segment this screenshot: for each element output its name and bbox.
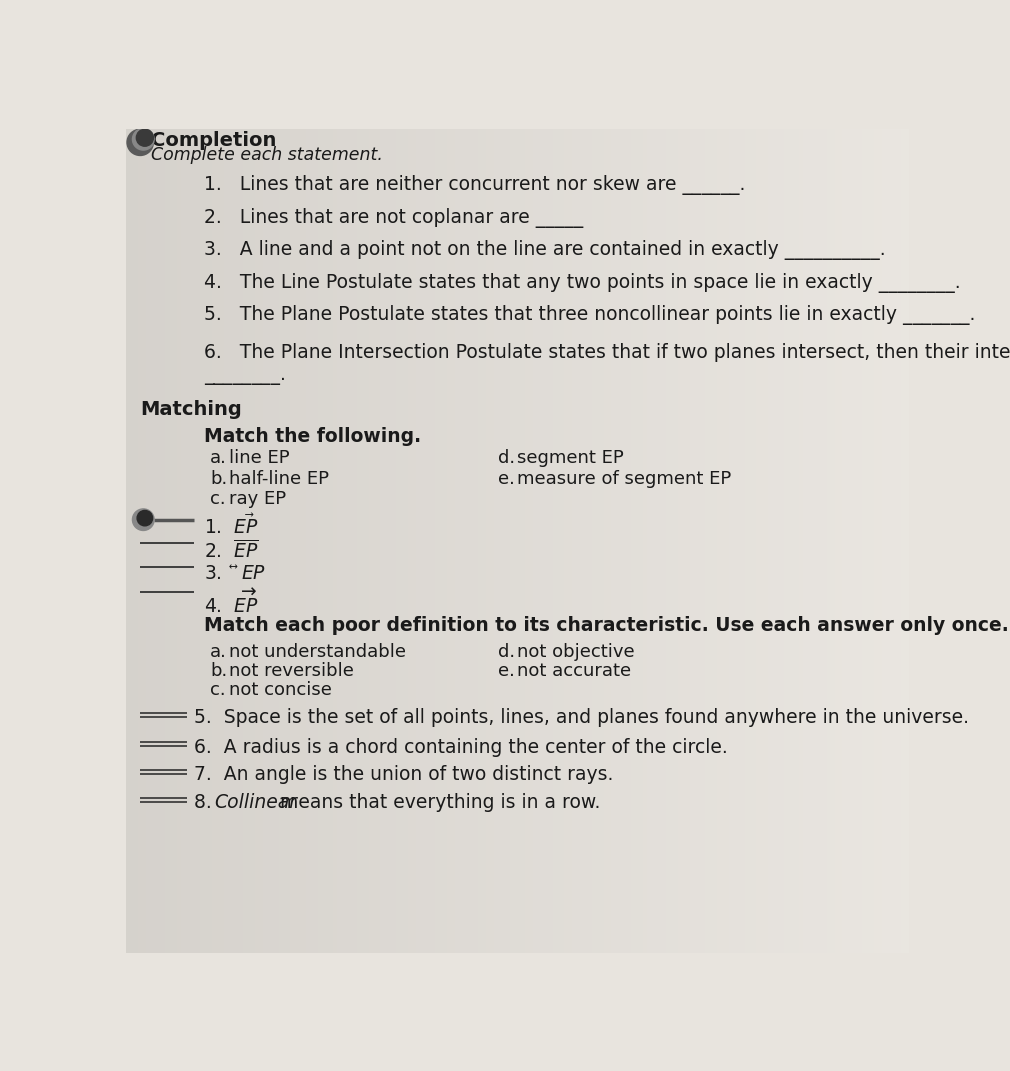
Text: d.: d. [498,643,515,661]
Text: not concise: not concise [228,681,331,699]
Text: e.: e. [498,662,515,680]
Circle shape [132,129,155,150]
Text: half-line EP: half-line EP [228,469,328,487]
Text: e.: e. [498,469,515,487]
Text: 7.  An angle is the union of two distinct rays.: 7. An angle is the union of two distinct… [195,766,614,784]
Text: 5.  Space is the set of all points, lines, and planes found anywhere in the univ: 5. Space is the set of all points, lines… [195,708,970,727]
Text: Match the following.: Match the following. [204,427,421,447]
Text: Match each poor definition to its characteristic. Use each answer only once.: Match each poor definition to its charac… [204,616,1009,635]
Circle shape [132,509,155,530]
Text: b.: b. [210,469,227,487]
Text: a.: a. [210,643,227,661]
Text: 3.  $\overleftrightarrow{EP}$: 3. $\overleftrightarrow{EP}$ [204,563,266,583]
Text: segment EP: segment EP [517,449,623,467]
Text: d.: d. [498,449,515,467]
Text: not reversible: not reversible [228,662,354,680]
Text: 6.   The Plane Intersection Postulate states that if two planes intersect, then : 6. The Plane Intersection Postulate stat… [204,343,1010,362]
Text: measure of segment EP: measure of segment EP [517,469,731,487]
Text: not objective: not objective [517,643,634,661]
Circle shape [127,130,154,155]
Text: 2.   Lines that are not coplanar are _____: 2. Lines that are not coplanar are _____ [204,208,583,228]
Text: 4.   The Line Postulate states that any two points in space lie in exactly _____: 4. The Line Postulate states that any tw… [204,272,961,292]
Text: not accurate: not accurate [517,662,631,680]
Text: 4.  $\overrightarrow{EP}$: 4. $\overrightarrow{EP}$ [204,588,259,617]
Text: 1.   Lines that are neither concurrent nor skew are ______.: 1. Lines that are neither concurrent nor… [204,176,745,196]
Text: 3.   A line and a point not on the line are contained in exactly __________.: 3. A line and a point not on the line ar… [204,240,886,260]
Text: 5.   The Plane Postulate states that three noncollinear points lie in exactly __: 5. The Plane Postulate states that three… [204,305,975,325]
Circle shape [136,130,154,147]
Text: 8.: 8. [195,793,224,812]
Text: a.: a. [210,449,227,467]
Text: b.: b. [210,662,227,680]
Text: c.: c. [210,681,225,699]
Circle shape [137,511,153,526]
Text: c.: c. [210,491,225,509]
Text: 6.  A radius is a chord containing the center of the circle.: 6. A radius is a chord containing the ce… [195,738,728,756]
Text: Collinear: Collinear [214,793,297,812]
Text: ray EP: ray EP [228,491,286,509]
Text: Complete each statement.: Complete each statement. [152,147,383,164]
Text: 2.  $\overline{EP}$: 2. $\overline{EP}$ [204,539,259,561]
Text: Matching: Matching [140,401,242,420]
Text: 1.  $\vec{EP}$: 1. $\vec{EP}$ [204,514,259,539]
Text: line EP: line EP [228,449,289,467]
Text: means that everything is in a row.: means that everything is in a row. [274,793,600,812]
Text: Completion: Completion [152,131,277,150]
Text: not understandable: not understandable [228,643,406,661]
Text: ________.: ________. [204,365,286,384]
